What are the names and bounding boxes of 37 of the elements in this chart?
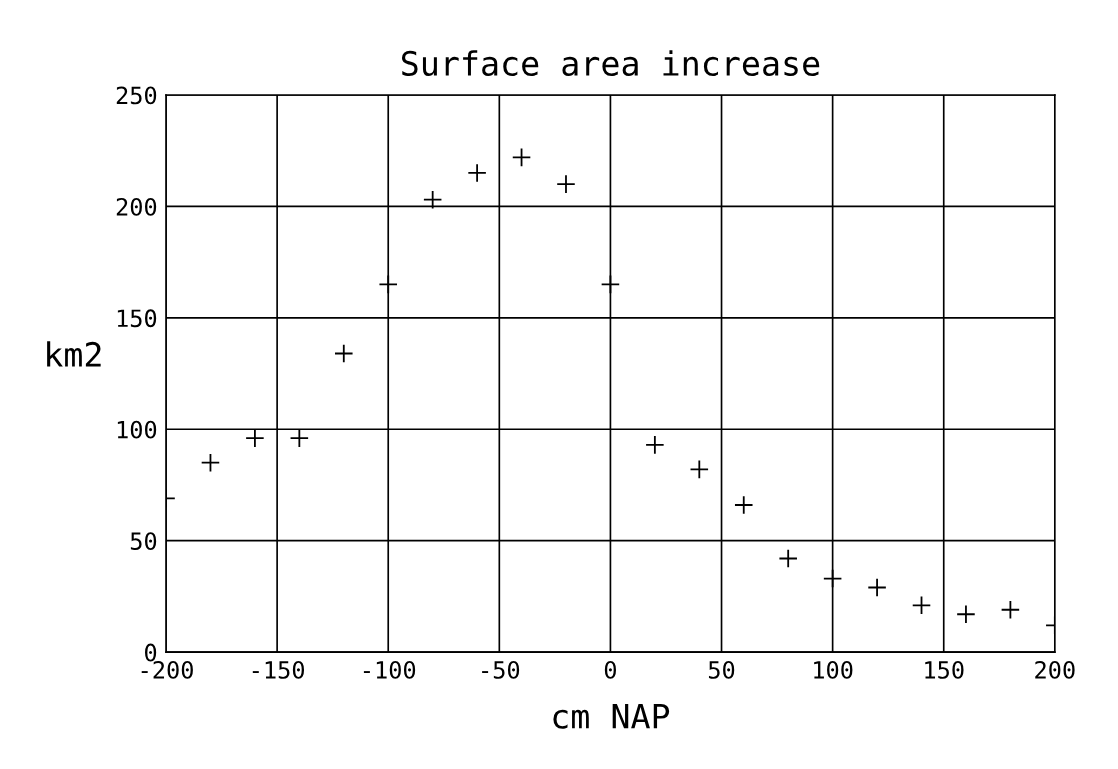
point (956, 604, 976, 624)
x-tick-label: -100 (363, 660, 416, 679)
x-tick-label: 200 (1035, 660, 1075, 679)
x-tick-label: -150 (252, 660, 305, 679)
point (1000, 600, 1021, 620)
point (200, 452, 221, 473)
point (778, 548, 798, 569)
x-tick-label: 0 (604, 660, 616, 679)
point (734, 495, 754, 515)
point (600, 274, 621, 295)
point (867, 577, 887, 598)
y-tick-label: 200 (116, 197, 157, 216)
y-axis-title: km2 (47, 341, 101, 367)
x-axis-title: cm NAP (553, 704, 670, 729)
point (511, 147, 532, 168)
y-tick-label: 150 (117, 309, 157, 328)
point (911, 595, 932, 616)
point (422, 190, 443, 210)
point (822, 568, 843, 589)
point (556, 174, 576, 194)
point (334, 343, 354, 364)
y-tick-label: 50 (130, 532, 157, 551)
x-tick-label: 50 (708, 660, 735, 679)
point (245, 428, 265, 448)
point (467, 163, 487, 183)
x-tick-label: -50 (482, 660, 520, 679)
point (645, 435, 665, 455)
point (289, 428, 310, 448)
x-tick-label: -200 (141, 660, 193, 679)
x-tick-label: 100 (814, 660, 853, 679)
chart-title: Surface area increase (401, 50, 820, 76)
y-tick-label: 100 (117, 420, 157, 439)
point (378, 274, 398, 295)
x-tick-label: 150 (925, 660, 964, 679)
y-tick-label: 0 (145, 643, 157, 662)
y-tick-label: 250 (116, 86, 157, 105)
point (689, 459, 709, 480)
